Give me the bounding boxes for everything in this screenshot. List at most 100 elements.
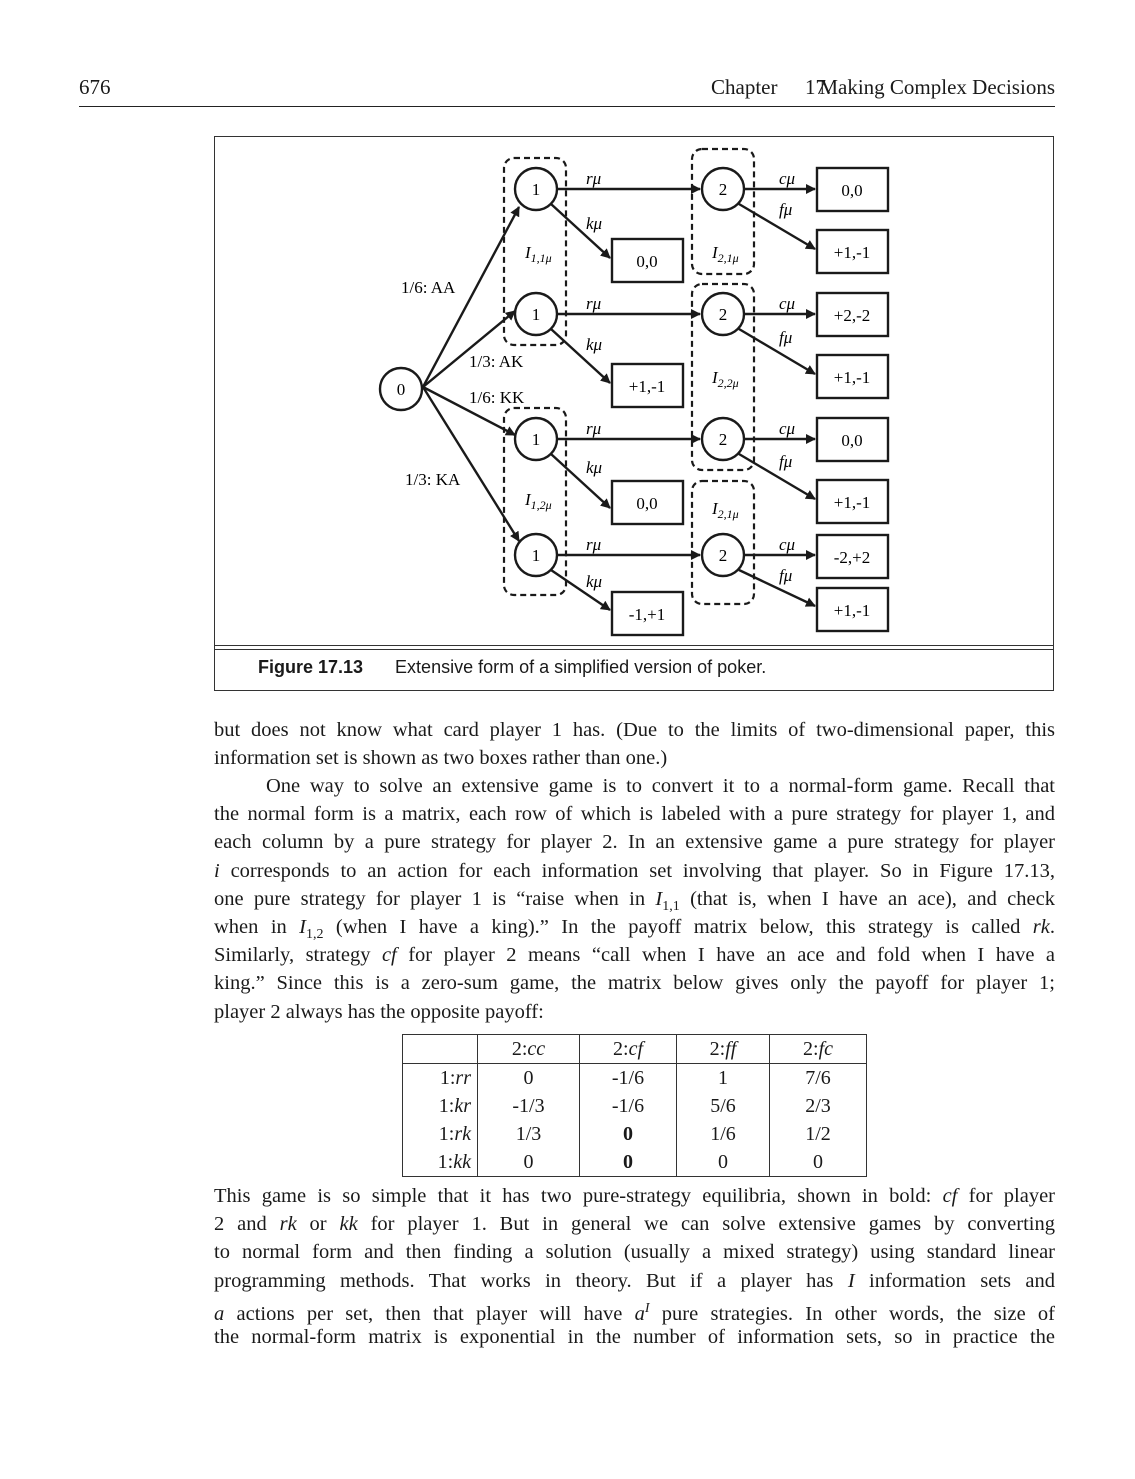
p1-node-3-label: 1 bbox=[532, 430, 541, 449]
strategy-rk: rk bbox=[1032, 915, 1050, 938]
text-span: for player 1. But in general we can solv… bbox=[357, 1213, 1055, 1236]
text-span: for player bbox=[957, 1185, 1056, 1207]
text-span: programming methods. That works in theor… bbox=[214, 1269, 848, 1292]
var-a: a bbox=[634, 1302, 645, 1325]
payoff-fold-3: +1,-1 bbox=[834, 493, 871, 512]
text-span: (when I have a king).” In the payoff mat… bbox=[323, 915, 1033, 938]
edge-fold-1 bbox=[738, 202, 816, 251]
action-raise-label-3: rμ bbox=[586, 419, 601, 438]
text-span: (that is, when I have an ace), and check bbox=[679, 887, 1055, 910]
text-line: to normal form and then finding a soluti… bbox=[214, 1241, 1055, 1264]
text-line: the normal-form matrix is exponential in… bbox=[214, 1325, 1055, 1348]
subscript: 1,2 bbox=[306, 927, 324, 943]
var-i: i bbox=[214, 859, 220, 882]
info-set-label-I22: I2,2μ bbox=[711, 368, 739, 390]
text-span: . bbox=[1049, 915, 1055, 938]
table-cell: 1 bbox=[676, 1063, 770, 1092]
action-call-label-3: cμ bbox=[779, 419, 795, 438]
strategy-kk: kk bbox=[339, 1213, 358, 1236]
text-line: each column by a pure strategy for playe… bbox=[214, 831, 1055, 854]
text-span: Similarly, strategy bbox=[214, 944, 382, 967]
info-set-box-I21b bbox=[690, 479, 756, 606]
payoff-call-4: -2,+2 bbox=[834, 548, 871, 567]
payoff-fold-2: +1,-1 bbox=[834, 368, 871, 387]
text-span: 2 and bbox=[214, 1213, 280, 1236]
payoff-fold-1: +1,-1 bbox=[834, 243, 871, 262]
payoff-box-check-1 bbox=[610, 237, 685, 284]
subscript: 1,1 bbox=[662, 898, 680, 914]
strategy-cf: cf bbox=[942, 1185, 958, 1207]
table-row: 1:rr 0 -1/6 1 7/6 bbox=[402, 1063, 867, 1092]
text-line: when in I1,2 (when I have a king).” In t… bbox=[214, 913, 1055, 943]
figure-label: Figure 17.13 bbox=[258, 657, 364, 677]
p1-node-1 bbox=[513, 166, 559, 212]
text-span: or bbox=[296, 1213, 340, 1236]
game-tree-diagram: 0 1 1 1 1 2 2 2 2 0,0 +1,-1 0,0 -1,+1 0,… bbox=[378, 147, 890, 637]
row-header: 1:kk bbox=[402, 1148, 478, 1177]
payoff-call-1: 0,0 bbox=[841, 181, 862, 200]
table-cell: 0 bbox=[477, 1148, 580, 1177]
table-cell: -1/6 bbox=[579, 1092, 677, 1120]
var-a: a bbox=[214, 1302, 225, 1325]
edge-check-1 bbox=[550, 203, 611, 259]
table-cell: 0 bbox=[769, 1148, 867, 1177]
chance-node bbox=[378, 366, 424, 412]
p1-node-3 bbox=[513, 416, 559, 462]
column-header: 2:cc bbox=[477, 1034, 580, 1064]
action-call-label-4: cμ bbox=[779, 535, 795, 554]
text-line: player 2 always has the opposite payoff: bbox=[214, 1000, 544, 1023]
payoff-box-call-2 bbox=[815, 291, 890, 338]
action-raise-label-4: rμ bbox=[586, 535, 601, 554]
payoff-box-fold-1 bbox=[815, 228, 890, 275]
info-set-label-I11: I1,1μ bbox=[524, 243, 552, 265]
action-fold-label-4: fμ bbox=[779, 566, 792, 585]
action-check-label-2: kμ bbox=[586, 335, 602, 354]
table-row: 1:kr -1/3 -1/6 5/6 2/3 bbox=[402, 1092, 867, 1120]
text-line: one pure strategy for player 1 is “raise… bbox=[214, 885, 1055, 914]
action-call-label-2: cμ bbox=[779, 294, 795, 313]
figure-caption: Figure 17.13 Extensive form of a simplifi… bbox=[258, 657, 766, 678]
chapter-title: Making Complex Decisions bbox=[819, 75, 1055, 99]
text-line: i corresponds to an action for each info… bbox=[214, 857, 1055, 885]
var-I: I bbox=[655, 887, 663, 910]
p1-node-4 bbox=[513, 532, 559, 578]
chance-label-KK: 1/6: KK bbox=[469, 388, 525, 407]
text-line: Similarly, strategy cf for player 2 mean… bbox=[214, 941, 1055, 969]
p2-node-4 bbox=[700, 532, 746, 578]
row-header: 1:rk bbox=[402, 1120, 478, 1148]
chapter-number: 17. bbox=[805, 75, 832, 99]
payoff-call-3: 0,0 bbox=[841, 431, 862, 450]
info-set-box-I11 bbox=[502, 156, 568, 347]
edge-fold-4 bbox=[738, 568, 816, 608]
payoff-call-2: +2,-2 bbox=[834, 306, 871, 325]
action-check-label-3: kμ bbox=[586, 458, 602, 477]
table-cell-equilibrium: 0 bbox=[579, 1120, 677, 1148]
table-cell: -1/6 bbox=[579, 1063, 677, 1092]
payoff-box-call-3 bbox=[815, 416, 890, 463]
table-row: 1:rk 1/3 0 1/6 1/2 bbox=[402, 1120, 867, 1148]
payoff-box-call-1 bbox=[815, 166, 890, 213]
p1-node-4-label: 1 bbox=[532, 546, 541, 565]
edge-fold-2 bbox=[738, 327, 816, 376]
edge-check-4 bbox=[550, 569, 611, 611]
text-span: for player 2 means “call when I have an … bbox=[396, 944, 1056, 967]
edge-chance-KK bbox=[422, 385, 516, 437]
info-set-box-I22 bbox=[690, 282, 756, 472]
p1-node-1-label: 1 bbox=[532, 180, 541, 199]
info-set-label-I12: I1,2μ bbox=[524, 490, 552, 512]
p2-node-1 bbox=[700, 166, 746, 212]
p2-node-3 bbox=[700, 416, 746, 462]
text-span: pure strategies. In other words, the siz… bbox=[649, 1302, 1056, 1325]
edge-check-3 bbox=[550, 453, 611, 509]
table-row: 1:kk 0 0 0 0 bbox=[402, 1148, 867, 1177]
text-line: programming methods. That works in theor… bbox=[214, 1267, 1055, 1295]
edge-check-2 bbox=[550, 328, 611, 384]
superscript-I: I bbox=[644, 1300, 650, 1316]
payoff-check-3: 0,0 bbox=[636, 494, 657, 513]
payoff-fold-4: +1,-1 bbox=[834, 601, 871, 620]
p2-node-1-label: 2 bbox=[719, 180, 728, 199]
figure-caption-text: Extensive form of a simplified version o… bbox=[395, 657, 767, 677]
column-header: 2:ff bbox=[676, 1034, 770, 1064]
payoff-box-fold-4 bbox=[815, 586, 890, 633]
action-fold-label-3: fμ bbox=[779, 452, 792, 471]
